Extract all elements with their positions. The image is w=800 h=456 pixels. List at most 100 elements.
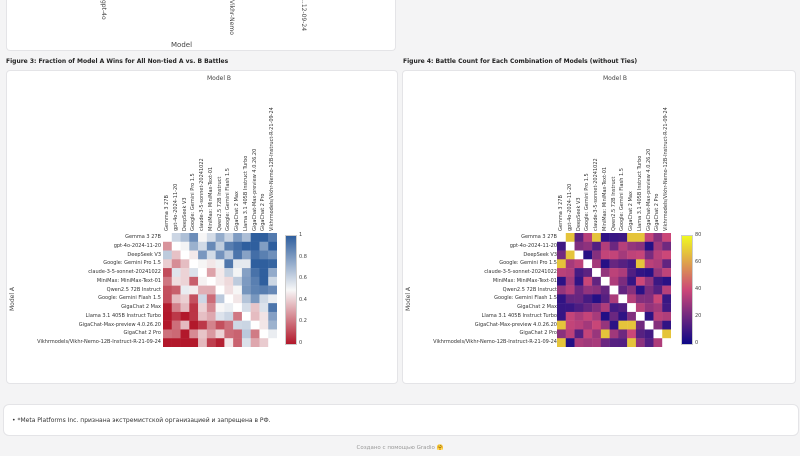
heatmap-cell[interactable] [644,285,654,295]
heatmap-cell[interactable] [268,250,277,260]
heatmap-cell[interactable] [241,338,251,347]
heatmap-cell[interactable] [662,259,671,269]
heatmap-cell[interactable] [206,276,216,286]
heatmap-cell[interactable] [583,311,593,321]
heatmap-cell[interactable] [259,303,269,313]
heatmap-cell[interactable] [653,259,663,269]
heatmap-cell[interactable] [592,241,602,251]
heatmap-cell[interactable] [644,311,654,321]
heatmap-cell[interactable] [259,259,269,269]
heatmap-cell[interactable] [574,268,584,278]
heatmap-cell[interactable] [662,294,671,304]
heatmap-cell[interactable] [241,303,251,313]
heatmap-cell[interactable] [198,320,208,330]
heatmap-cell[interactable] [583,276,593,286]
heatmap-cell[interactable] [635,233,645,242]
heatmap-cell[interactable] [206,294,216,304]
heatmap-cell[interactable] [662,329,671,339]
heatmap-cell[interactable] [635,285,645,295]
heatmap-cell[interactable] [163,320,172,330]
heatmap-cell[interactable] [233,250,243,260]
heatmap-cell[interactable] [574,311,584,321]
heatmap-cell[interactable] [557,294,566,304]
heatmap-cell[interactable] [653,285,663,295]
heatmap-cell[interactable] [635,320,645,330]
heatmap-cell[interactable] [268,294,277,304]
heatmap-cell[interactable] [268,285,277,295]
heatmap-cell[interactable] [565,233,575,242]
heatmap-cell[interactable] [215,303,225,313]
heatmap-cell[interactable] [565,276,575,286]
heatmap-cell[interactable] [565,250,575,260]
heatmap-cell[interactable] [600,233,610,242]
heatmap-cell[interactable] [565,285,575,295]
heatmap-cell[interactable] [250,259,260,269]
heatmap-cell[interactable] [206,329,216,339]
heatmap-cell[interactable] [224,329,234,339]
heatmap-cell[interactable] [600,259,610,269]
heatmap-cell[interactable] [224,250,234,260]
heatmap-cell[interactable] [215,241,225,251]
heatmap-cell[interactable] [609,338,619,347]
heatmap-cell[interactable] [224,303,234,313]
heatmap-cell[interactable] [171,233,181,242]
heatmap-cell[interactable] [644,320,654,330]
heatmap-cell[interactable] [574,276,584,286]
heatmap-cell[interactable] [653,241,663,251]
heatmap-cell[interactable] [163,276,172,286]
heatmap-cell[interactable] [206,285,216,295]
heatmap-cell[interactable] [224,259,234,269]
heatmap-cell[interactable] [241,329,251,339]
heatmap-cell[interactable] [653,233,663,242]
heatmap-cell[interactable] [224,241,234,251]
heatmap-cell[interactable] [592,268,602,278]
heatmap-cell[interactable] [198,311,208,321]
heatmap-cell[interactable] [627,338,637,347]
heatmap-cell[interactable] [189,276,199,286]
heatmap-cell[interactable] [250,320,260,330]
heatmap-cell[interactable] [627,329,637,339]
heatmap-cell[interactable] [627,303,637,313]
heatmap-cell[interactable] [583,268,593,278]
heatmap-cell[interactable] [644,268,654,278]
heatmap-cell[interactable] [259,311,269,321]
heatmap-cell[interactable] [574,285,584,295]
heatmap-cell[interactable] [215,311,225,321]
heatmap-cell[interactable] [653,250,663,260]
heatmap-cell[interactable] [259,233,269,242]
heatmap-cell[interactable] [618,233,628,242]
heatmap-cell[interactable] [180,233,190,242]
heatmap-cell[interactable] [259,329,269,339]
heatmap-cell[interactable] [259,250,269,260]
heatmap-cell[interactable] [171,241,181,251]
heatmap-cell[interactable] [600,329,610,339]
heatmap-cell[interactable] [189,241,199,251]
heatmap-cell[interactable] [180,329,190,339]
heatmap-cell[interactable] [557,320,566,330]
heatmap-cell[interactable] [233,241,243,251]
heatmap-cell[interactable] [592,259,602,269]
heatmap-cell[interactable] [180,285,190,295]
heatmap-cell[interactable] [206,338,216,347]
heatmap-cell[interactable] [662,338,671,347]
heatmap-cell[interactable] [653,303,663,313]
heatmap-cell[interactable] [574,338,584,347]
heatmap-cell[interactable] [259,294,269,304]
heatmap-cell[interactable] [627,276,637,286]
heatmap-cell[interactable] [583,241,593,251]
heatmap-cell[interactable] [250,294,260,304]
heatmap-cell[interactable] [241,268,251,278]
heatmap-cell[interactable] [189,250,199,260]
heatmap-cell[interactable] [233,320,243,330]
heatmap-cell[interactable] [609,294,619,304]
heatmap-cell[interactable] [557,285,566,295]
heatmap-cell[interactable] [600,250,610,260]
heatmap-cell[interactable] [574,303,584,313]
heatmap-cell[interactable] [565,259,575,269]
heatmap-cell[interactable] [163,241,172,251]
heatmap-cell[interactable] [583,329,593,339]
heatmap-cell[interactable] [198,338,208,347]
heatmap-cell[interactable] [600,285,610,295]
heatmap-cell[interactable] [198,268,208,278]
heatmap-cell[interactable] [644,338,654,347]
